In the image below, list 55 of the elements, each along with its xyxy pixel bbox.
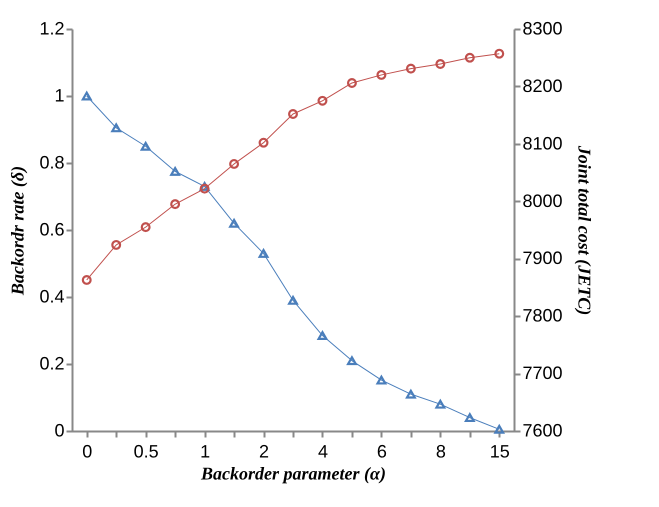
x-tick-label: 15 (490, 442, 510, 462)
point (82, 275, 92, 285)
point (200, 184, 210, 194)
y-axis-title: Backordr rate (δ) (7, 166, 28, 296)
point (111, 123, 122, 132)
x-tick-label: 4 (318, 442, 328, 462)
point (435, 400, 446, 409)
y-tick-label: 1.2 (39, 18, 64, 38)
point (376, 70, 386, 80)
point (170, 166, 180, 176)
y2-tick-label: 8100 (522, 133, 563, 154)
point (288, 109, 298, 119)
point (494, 48, 504, 59)
point (229, 158, 240, 169)
point (111, 240, 122, 250)
y2-tick-label: 7800 (522, 306, 563, 326)
x-tick-label: 2 (259, 442, 270, 462)
point (346, 356, 357, 366)
point (170, 199, 180, 210)
x-axis-title: Backorder parameter (α) (200, 464, 386, 484)
y-tick-label: 0.6 (39, 220, 64, 240)
y-tick-label: 0.8 (39, 152, 64, 172)
point (229, 218, 240, 228)
point (406, 64, 416, 74)
point (140, 142, 151, 151)
y2-tick-label: 7700 (522, 363, 563, 384)
point (317, 331, 328, 340)
point (406, 390, 416, 399)
y2-axis-title: Joint total cost (JETC) (574, 144, 595, 316)
x-tick-label: 0 (82, 442, 92, 462)
point (317, 96, 328, 106)
y2-tick-label: 8000 (522, 190, 563, 211)
point (258, 248, 269, 258)
y2-tick-label: 7900 (522, 248, 563, 268)
point (140, 222, 151, 232)
y-tick-label: 1 (54, 86, 64, 106)
point (376, 376, 386, 385)
y2-tick-label: 8200 (522, 76, 563, 96)
point (346, 78, 357, 88)
point (82, 92, 92, 100)
y-tick-label: 0 (54, 420, 64, 440)
point (435, 59, 446, 69)
y-tick-label: 0.2 (39, 354, 64, 374)
x-tick-label: 0.5 (134, 442, 159, 462)
y2-tick-label: 8300 (522, 18, 563, 38)
y2-tick-label: 7600 (522, 420, 563, 440)
point (288, 296, 298, 305)
y-tick-label: 0.4 (39, 286, 64, 306)
point (464, 52, 475, 63)
x-tick-label: 1 (200, 442, 210, 462)
point (494, 424, 504, 434)
point (464, 413, 475, 422)
point (258, 138, 269, 148)
x-tick-label: 8 (436, 442, 446, 462)
x-tick-label: 6 (376, 442, 387, 462)
